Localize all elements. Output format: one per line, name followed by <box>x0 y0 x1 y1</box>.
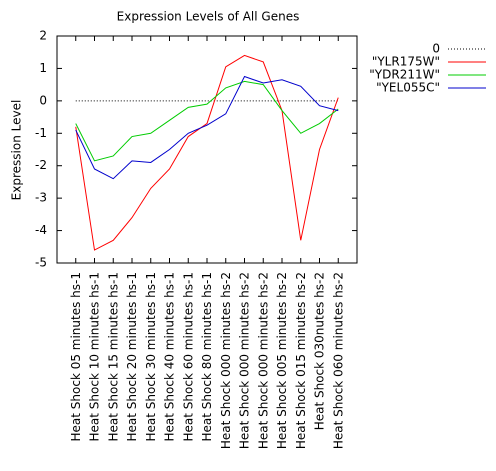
series-line <box>75 80 339 162</box>
x-tick-label: Heat Shock 10 minutes hs-1 <box>88 272 102 442</box>
x-tick-label: Heat Shock 20 minutes hs-1 <box>125 272 139 442</box>
y-tick-label: 1 <box>39 61 47 75</box>
legend-label: "YLR175W" <box>372 55 440 69</box>
x-tick-label: Heat Shock 060 minutes hs-2 <box>331 272 345 449</box>
x-tick-label: Heat Shock 030nutes hs-2 <box>313 272 327 430</box>
x-tick-label: Heat Shock 005 minutes hs-2 <box>275 272 289 449</box>
x-tick-label: Heat Shock 000 minutes hs-2 <box>256 272 270 449</box>
y-tick-label: -1 <box>35 126 47 140</box>
y-tick-label: -2 <box>35 158 47 172</box>
y-tick-label: -4 <box>35 223 47 237</box>
y-axis-label: Expression Level <box>10 100 24 201</box>
x-tick-label: Heat Shock 015 minutes hs-2 <box>294 272 308 449</box>
y-tick-label: 0 <box>39 93 47 107</box>
legend-label: "YEL055C" <box>376 81 440 95</box>
series-line <box>75 75 339 180</box>
x-tick-label: Heat Shock 15 minutes hs-1 <box>106 272 120 442</box>
plot-border <box>56 35 358 264</box>
chart-title: Expression Levels of All Genes <box>117 10 300 24</box>
y-tick-label: 2 <box>39 29 47 43</box>
x-tick-label: Heat Shock 40 minutes hs-1 <box>163 272 177 442</box>
x-tick-label: Heat Shock 05 minutes hs-1 <box>69 272 83 442</box>
y-tick-label: -5 <box>35 256 47 270</box>
x-tick-label: Heat Shock 60 minutes hs-1 <box>181 272 195 442</box>
series-line <box>75 54 339 251</box>
legend-label: 0 <box>432 42 440 56</box>
x-tick-label: Heat Shock 30 minutes hs-1 <box>144 272 158 442</box>
x-tick-label: Heat Shock 000 minutes hs-2 <box>238 272 252 449</box>
x-tick-label: Heat Shock 000 minutes hs-2 <box>219 272 233 449</box>
legend-label: "YDR211W" <box>369 68 440 82</box>
x-tick-label: Heat Shock 80 minutes hs-1 <box>200 272 214 442</box>
y-tick-label: -3 <box>35 191 47 205</box>
